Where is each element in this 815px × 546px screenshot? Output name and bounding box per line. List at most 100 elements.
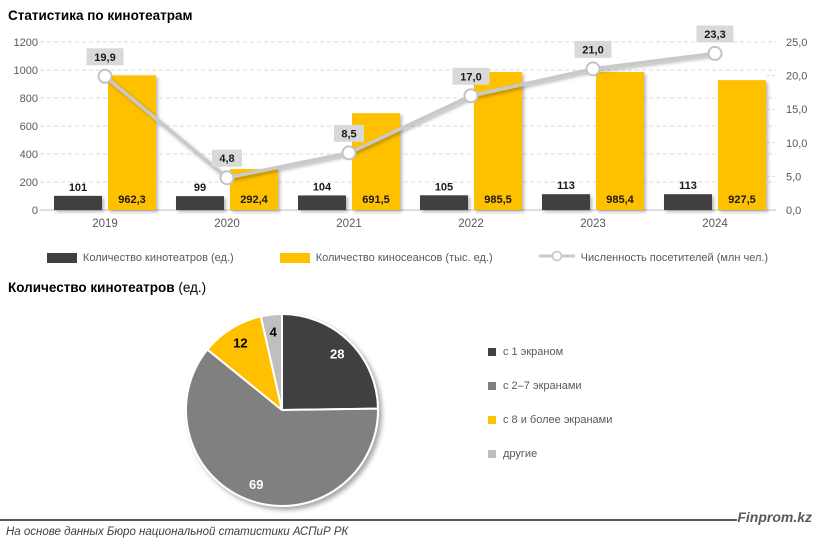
pie-swatch-1screen-icon	[488, 348, 496, 356]
legend-item-sessions: Количество киносеансов (тыс. ед.)	[279, 251, 493, 264]
year-label: 2020	[214, 218, 240, 230]
pie-legend-item-2-7screens: с 2–7 экранами	[488, 380, 612, 392]
left-axis-tick-label: 600	[20, 121, 38, 133]
pie-chart-legend: с 1 экраном с 2–7 экранами с 8 и более э…	[488, 346, 612, 460]
legend-label-visitors: Численность посетителей (млн чел.)	[580, 251, 769, 264]
sessions-bar-label: 985,4	[606, 194, 634, 206]
pie-title-suffix: (ед.)	[174, 280, 207, 295]
pie-slice	[281, 313, 379, 411]
legend-label-sessions: Количество киносеансов (тыс. ед.)	[315, 251, 493, 264]
visitors-point-marker	[463, 88, 479, 104]
cinemas-bar	[542, 194, 590, 210]
left-axis-tick-label: 400	[20, 149, 38, 161]
year-label: 2024	[702, 218, 728, 230]
combo-chart: 0 200 400 600 800 1000 1200 0,0 5,0 10,0 15,0 20,0 2…	[14, 25, 807, 230]
legend-label-cinemas: Количество кинотеатров (ед.)	[82, 251, 234, 264]
pie-chart: 28 69 12 4	[185, 312, 379, 507]
right-axis-tick-label: 10,0	[786, 138, 807, 150]
visitors-label-box	[696, 25, 734, 43]
sessions-bar-label: 962,3	[118, 194, 146, 206]
cinemas-bar	[176, 196, 224, 210]
right-axis-tick-label: 20,0	[786, 71, 807, 83]
visitors-label-box	[334, 124, 364, 142]
visitors-label: 8,5	[341, 128, 356, 140]
sessions-bar	[108, 75, 156, 210]
pie-legend-label-8plus-screens: с 8 и более экранами	[503, 414, 613, 426]
sessions-bar-label: 985,5	[484, 194, 512, 206]
pie-legend-label-2-7screens: с 2–7 экранами	[503, 380, 582, 392]
sessions-bar-swatch-icon	[279, 252, 310, 263]
cinemas-bar-label: 113	[557, 180, 575, 192]
year-label: 2022	[458, 218, 484, 230]
right-axis-tick-label: 0,0	[786, 205, 801, 217]
sessions-bar	[596, 72, 644, 210]
year-label: 2019	[92, 218, 118, 230]
cinemas-bar	[298, 195, 346, 210]
legend-item-visitors: Численность посетителей (млн чел.)	[538, 250, 769, 265]
cinemas-bar-swatch-icon	[46, 252, 77, 263]
pie-swatch-2-7screens-icon	[488, 382, 496, 390]
left-axis-tick-label: 1000	[14, 65, 38, 77]
pie-legend-item-8plus-screens: с 8 и более экранами	[488, 414, 612, 426]
source-note: На основе данных Бюро национальной стати…	[6, 526, 349, 538]
left-axis-tick-label: 0	[32, 205, 38, 217]
pie-legend-item-1screen: с 1 экраном	[488, 346, 612, 358]
visitors-label-box	[212, 149, 242, 167]
pie-slices-group	[185, 312, 379, 507]
cinemas-bar-label: 104	[313, 181, 332, 193]
cinemas-bar	[54, 195, 102, 210]
cinemas-bar-label: 99	[194, 182, 206, 194]
visitors-label: 17,0	[460, 71, 481, 83]
legend-circle	[551, 250, 562, 262]
right-axis-tick-label: 25,0	[786, 37, 807, 49]
visitors-label-box	[452, 67, 490, 85]
visitors-point-marker	[97, 68, 113, 84]
right-axis-tick-label: 15,0	[786, 104, 807, 116]
combo-chart-title: Статистика по кинотеатрам	[8, 8, 193, 23]
right-axis-tick-label: 5,0	[786, 171, 801, 183]
pie-chart-title: Количество кинотеатров (ед.)	[8, 280, 206, 295]
visitors-label: 4,8	[219, 153, 234, 165]
visitors-line	[103, 51, 717, 180]
pie-value-label: 4	[270, 324, 278, 339]
left-axis-tick-label: 200	[20, 177, 38, 189]
pie-slice	[259, 312, 283, 411]
visitors-point-marker	[707, 45, 723, 61]
visitors-label-box	[86, 48, 124, 66]
line-marker-glyph	[538, 250, 575, 262]
cinemas-bar	[664, 194, 712, 210]
year-label: 2021	[336, 218, 362, 230]
visitors-label: 21,0	[582, 44, 603, 56]
combo-chart-legend: Количество кинотеатров (ед.) Количество …	[0, 250, 815, 265]
visitors-point-marker	[341, 145, 357, 161]
visitors-label: 23,3	[704, 29, 725, 41]
pie-value-label: 12	[233, 336, 247, 351]
left-axis-tick-label: 1200	[14, 37, 38, 49]
cinemas-bar-label: 105	[435, 181, 453, 193]
year-label: 2023	[580, 218, 606, 230]
pie-value-label: 69	[249, 477, 263, 492]
visitors-point-marker	[219, 170, 235, 186]
pie-slice	[185, 348, 379, 507]
pie-legend-label-1screen: с 1 экраном	[503, 346, 564, 358]
sessions-bar-label: 927,5	[728, 194, 756, 206]
pie-legend-item-other: другие	[488, 448, 612, 460]
cinemas-bar-label: 113	[679, 180, 697, 192]
pie-title-bold: Количество кинотеатров	[8, 280, 175, 295]
pie-swatch-other-icon	[488, 450, 496, 458]
footer-divider	[0, 519, 737, 521]
pie-value-label: 28	[330, 347, 344, 362]
sessions-bar-label: 691,5	[362, 194, 390, 206]
visitors-label-box	[574, 40, 612, 58]
sessions-bar-label: 292,4	[240, 194, 268, 206]
sessions-bar	[718, 80, 766, 211]
brand-logo: Finprom.kz	[737, 509, 812, 525]
visitors-point-marker	[585, 61, 601, 77]
pie-legend-label-other: другие	[503, 448, 538, 460]
visitors-line-marker-icon	[538, 250, 575, 265]
pie-swatch-8plus-screens-icon	[488, 416, 496, 424]
visitors-label: 19,9	[94, 52, 115, 64]
left-axis-tick-label: 800	[20, 93, 38, 105]
cinemas-bar-label: 101	[69, 182, 87, 194]
